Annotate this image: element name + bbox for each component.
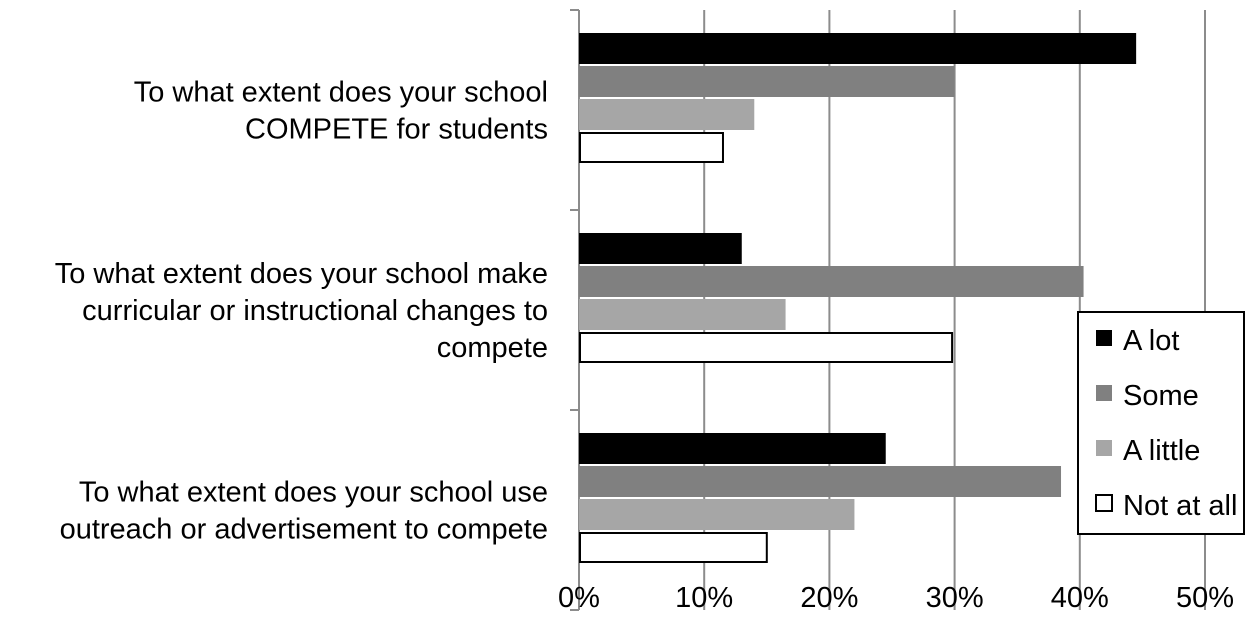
legend-label: A lot bbox=[1123, 325, 1179, 357]
bar-a-lot bbox=[579, 233, 742, 264]
x-tick-label: 50% bbox=[1176, 582, 1234, 614]
x-tick-label: 30% bbox=[926, 582, 984, 614]
x-tick-label: 40% bbox=[1051, 582, 1109, 614]
category-labels: To what extent does your school COMPETE f… bbox=[55, 77, 548, 546]
category-label: To what extent does your school use bbox=[79, 477, 548, 509]
bar-a-little bbox=[579, 299, 786, 330]
category-label: COMPETE for students bbox=[245, 114, 548, 146]
bar-a-lot bbox=[579, 433, 886, 464]
bar-some bbox=[579, 266, 1084, 297]
bar-not-at-all bbox=[580, 133, 723, 162]
legend-swatch bbox=[1096, 385, 1112, 401]
legend-swatch bbox=[1096, 440, 1112, 456]
y-axis bbox=[570, 10, 579, 610]
category-label: To what extent does your school bbox=[134, 77, 548, 109]
bar-a-little bbox=[579, 499, 854, 530]
bar-not-at-all bbox=[580, 533, 767, 562]
legend-label: Not at all bbox=[1123, 490, 1237, 522]
legend-label: Some bbox=[1123, 380, 1199, 412]
bar-a-little bbox=[579, 99, 754, 130]
category-label: To what extent does your school make bbox=[55, 258, 548, 290]
x-tick-label: 10% bbox=[675, 582, 733, 614]
bar-a-lot bbox=[579, 33, 1136, 64]
x-tick-label: 0% bbox=[558, 582, 600, 614]
bar-some bbox=[579, 66, 955, 97]
category-label: compete bbox=[437, 332, 548, 364]
legend-label: A little bbox=[1123, 435, 1200, 467]
category-label: curricular or instructional changes to bbox=[82, 295, 548, 327]
bar-some bbox=[579, 466, 1061, 497]
bars bbox=[579, 33, 1136, 562]
bar-not-at-all bbox=[580, 333, 952, 362]
legend-swatch bbox=[1096, 495, 1112, 511]
x-tick-label: 20% bbox=[800, 582, 858, 614]
legend-swatch bbox=[1096, 330, 1112, 346]
x-tick-labels: 0% 10% 20% 30% 40% 50% bbox=[558, 582, 1234, 614]
category-label: outreach or advertisement to compete bbox=[60, 514, 548, 546]
legend: A lot Some A little Not at all bbox=[1078, 312, 1244, 534]
